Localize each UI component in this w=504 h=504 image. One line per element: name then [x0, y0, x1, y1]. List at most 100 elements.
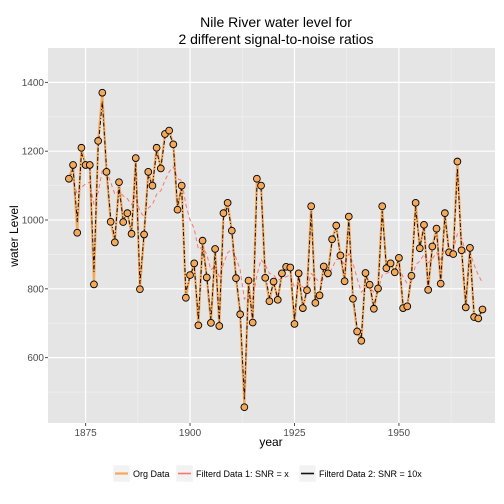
y-tick-label: 800 [27, 284, 44, 295]
data-point [136, 285, 144, 294]
data-point [424, 286, 433, 294]
data-point [374, 284, 382, 293]
data-point [461, 303, 470, 312]
data-point [152, 143, 161, 152]
data-point [386, 259, 395, 268]
data-point [265, 297, 274, 306]
data-point [286, 263, 295, 272]
data-point [269, 277, 278, 286]
data-point [131, 154, 140, 162]
legend-label: Filterd Data 1: SNR = x [196, 469, 289, 479]
y-tick-label: 600 [27, 353, 44, 364]
data-point [403, 302, 412, 311]
data-point [98, 88, 107, 97]
x-tick-label: 1900 [179, 428, 202, 439]
data-point [106, 217, 115, 226]
data-point [378, 202, 387, 211]
data-point [344, 212, 353, 221]
data-point [311, 299, 320, 307]
data-point [219, 209, 228, 217]
data-point [102, 168, 111, 176]
data-point [390, 268, 399, 277]
data-point [432, 224, 441, 233]
data-point [244, 276, 253, 285]
data-point [349, 294, 357, 303]
data-point [94, 137, 102, 145]
data-point [474, 314, 483, 323]
data-point [257, 181, 265, 190]
y-tick-label: 1000 [22, 216, 45, 227]
y-tick-labels: 600 800 1000 1200 1400 [22, 78, 48, 364]
data-point [227, 226, 236, 235]
data-point [148, 181, 157, 190]
data-point [478, 305, 487, 314]
data-point [232, 274, 240, 283]
chart-title-line-2: 2 different signal-to-noise ratios [178, 31, 373, 47]
data-point [173, 205, 182, 214]
data-point [202, 273, 211, 282]
data-point [165, 126, 173, 135]
data-point [315, 291, 324, 300]
x-tick-label: 1950 [388, 428, 411, 439]
data-point [332, 221, 341, 230]
data-point [457, 246, 466, 255]
data-point [90, 280, 98, 289]
data-point [240, 403, 249, 412]
legend-label: Filterd Data 2: SNR = 10x [319, 469, 422, 479]
legend: Org Data Filterd Data 1: SNR = x Filterd D… [112, 464, 422, 483]
data-point [194, 321, 203, 330]
data-point [77, 143, 86, 152]
data-point [273, 295, 282, 304]
chart-title-line-1: Nile River water level for [200, 14, 352, 30]
legend-label: Org Data [133, 469, 170, 479]
plot-panel [48, 48, 495, 423]
data-point [69, 161, 77, 169]
y-tick-label: 1200 [22, 147, 45, 158]
data-point [127, 229, 136, 238]
data-point [119, 218, 128, 226]
data-point [290, 320, 299, 328]
data-point [436, 279, 445, 288]
data-point [407, 271, 416, 280]
data-point [278, 269, 286, 278]
data-point [261, 273, 270, 282]
data-point [328, 235, 336, 244]
data-point [144, 168, 153, 176]
data-point [140, 230, 148, 239]
x-tick-label: 1925 [283, 428, 306, 439]
data-point [353, 327, 361, 336]
data-points [65, 88, 487, 412]
data-point [415, 244, 424, 253]
data-point [382, 264, 391, 273]
data-point [198, 236, 207, 245]
data-point [324, 269, 332, 278]
data-point [361, 269, 370, 277]
data-point [115, 178, 123, 187]
data-point [186, 271, 194, 279]
x-tick-labels: 1875 1900 1925 1950 [74, 423, 410, 439]
data-point [248, 318, 257, 327]
data-point [319, 262, 328, 271]
data-point [466, 244, 474, 252]
data-point [303, 286, 311, 295]
data-point [411, 198, 420, 207]
data-point [169, 140, 178, 149]
data-point [177, 181, 186, 190]
data-point [441, 209, 449, 217]
y-axis-title: water Level [7, 205, 21, 267]
data-point [298, 304, 307, 312]
data-point [420, 220, 428, 229]
x-tick-label: 1875 [74, 428, 97, 439]
data-point [211, 245, 219, 253]
data-point [453, 157, 462, 166]
data-point [182, 293, 190, 302]
data-point [336, 251, 345, 260]
data-point [207, 319, 215, 327]
data-point [110, 238, 119, 247]
data-point [253, 174, 261, 183]
data-point [340, 277, 349, 286]
data-point [190, 259, 199, 268]
y-tick-label: 1400 [22, 78, 45, 89]
x-axis-title: year [259, 435, 282, 449]
